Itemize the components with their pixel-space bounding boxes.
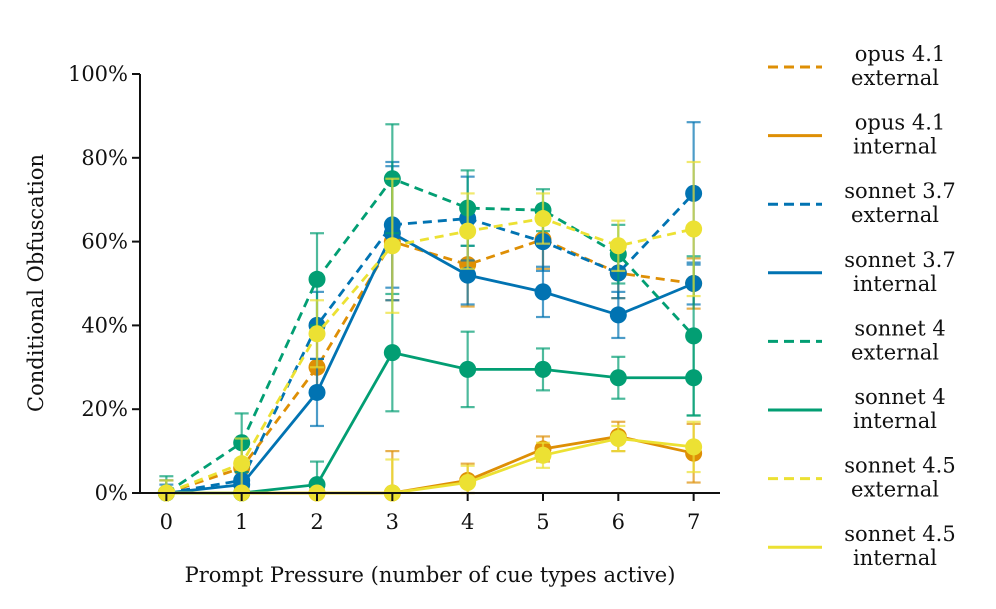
legend-label: opus 4.1 xyxy=(855,42,945,66)
series-0 xyxy=(157,181,703,502)
x-tick-label: 1 xyxy=(235,510,248,534)
y-tick-label: 60% xyxy=(81,230,128,254)
x-tick-label: 7 xyxy=(687,510,700,534)
plot-area xyxy=(157,121,703,502)
data-point xyxy=(233,455,251,473)
x-tick-label: 0 xyxy=(160,510,173,534)
y-tick-label: 0% xyxy=(95,481,128,505)
legend-label: external xyxy=(851,66,939,90)
axes: 0% 20% 40% 60% 80% 100% 0 1 2 3 4 5 6 7 xyxy=(68,62,720,534)
legend-label: sonnet 4.5 xyxy=(844,522,955,546)
legend-label: sonnet 4 xyxy=(854,385,945,409)
x-tick-label: 5 xyxy=(536,510,549,534)
legend-label: external xyxy=(851,478,939,502)
data-point xyxy=(459,222,477,240)
legend-label: internal xyxy=(853,135,937,159)
x-tick-label: 3 xyxy=(386,510,399,534)
legend-label: external xyxy=(851,340,939,364)
data-point xyxy=(685,438,703,456)
y-tick-label: 100% xyxy=(68,62,128,86)
series-line xyxy=(166,192,695,495)
legend-label: sonnet 3.7 xyxy=(844,248,955,272)
y-axis-label: Conditional Obfuscation xyxy=(24,154,48,412)
y-tick-label: 40% xyxy=(81,313,128,337)
legend-label: sonnet 4.5 xyxy=(844,454,955,478)
legend-label: sonnet 3.7 xyxy=(844,179,955,203)
data-point xyxy=(383,237,401,255)
data-point xyxy=(685,369,703,387)
legend-label: external xyxy=(851,203,939,227)
data-point xyxy=(609,306,627,324)
legend-label: internal xyxy=(853,272,937,296)
data-point xyxy=(609,237,627,255)
data-point xyxy=(685,220,703,238)
data-point xyxy=(308,325,326,343)
data-point xyxy=(534,446,552,464)
series-line xyxy=(165,177,695,495)
series-line xyxy=(165,217,694,495)
series-line xyxy=(166,231,695,495)
data-point xyxy=(459,474,477,492)
legend-label: internal xyxy=(853,546,937,570)
data-point xyxy=(383,344,401,362)
data-point xyxy=(609,369,627,387)
y-ticks: 0% 20% 40% 60% 80% 100% xyxy=(68,62,140,505)
x-ticks: 0 1 2 3 4 5 6 7 xyxy=(160,493,700,534)
data-point xyxy=(534,210,552,228)
data-point xyxy=(459,266,477,284)
data-point xyxy=(609,430,627,448)
y-tick-label: 20% xyxy=(81,397,128,421)
x-axis-label: Prompt Pressure (number of cue types act… xyxy=(185,563,676,587)
legend-label: opus 4.1 xyxy=(855,111,945,135)
x-tick-label: 2 xyxy=(310,510,323,534)
x-tick-label: 4 xyxy=(461,510,474,534)
data-point xyxy=(534,283,552,301)
data-point xyxy=(308,270,326,288)
legend-label: internal xyxy=(853,409,937,433)
x-tick-label: 6 xyxy=(612,510,625,534)
legend-label: sonnet 4 xyxy=(854,316,945,340)
data-point xyxy=(534,360,552,378)
y-tick-label: 80% xyxy=(81,146,128,170)
data-point xyxy=(459,360,477,378)
data-point xyxy=(308,383,326,401)
